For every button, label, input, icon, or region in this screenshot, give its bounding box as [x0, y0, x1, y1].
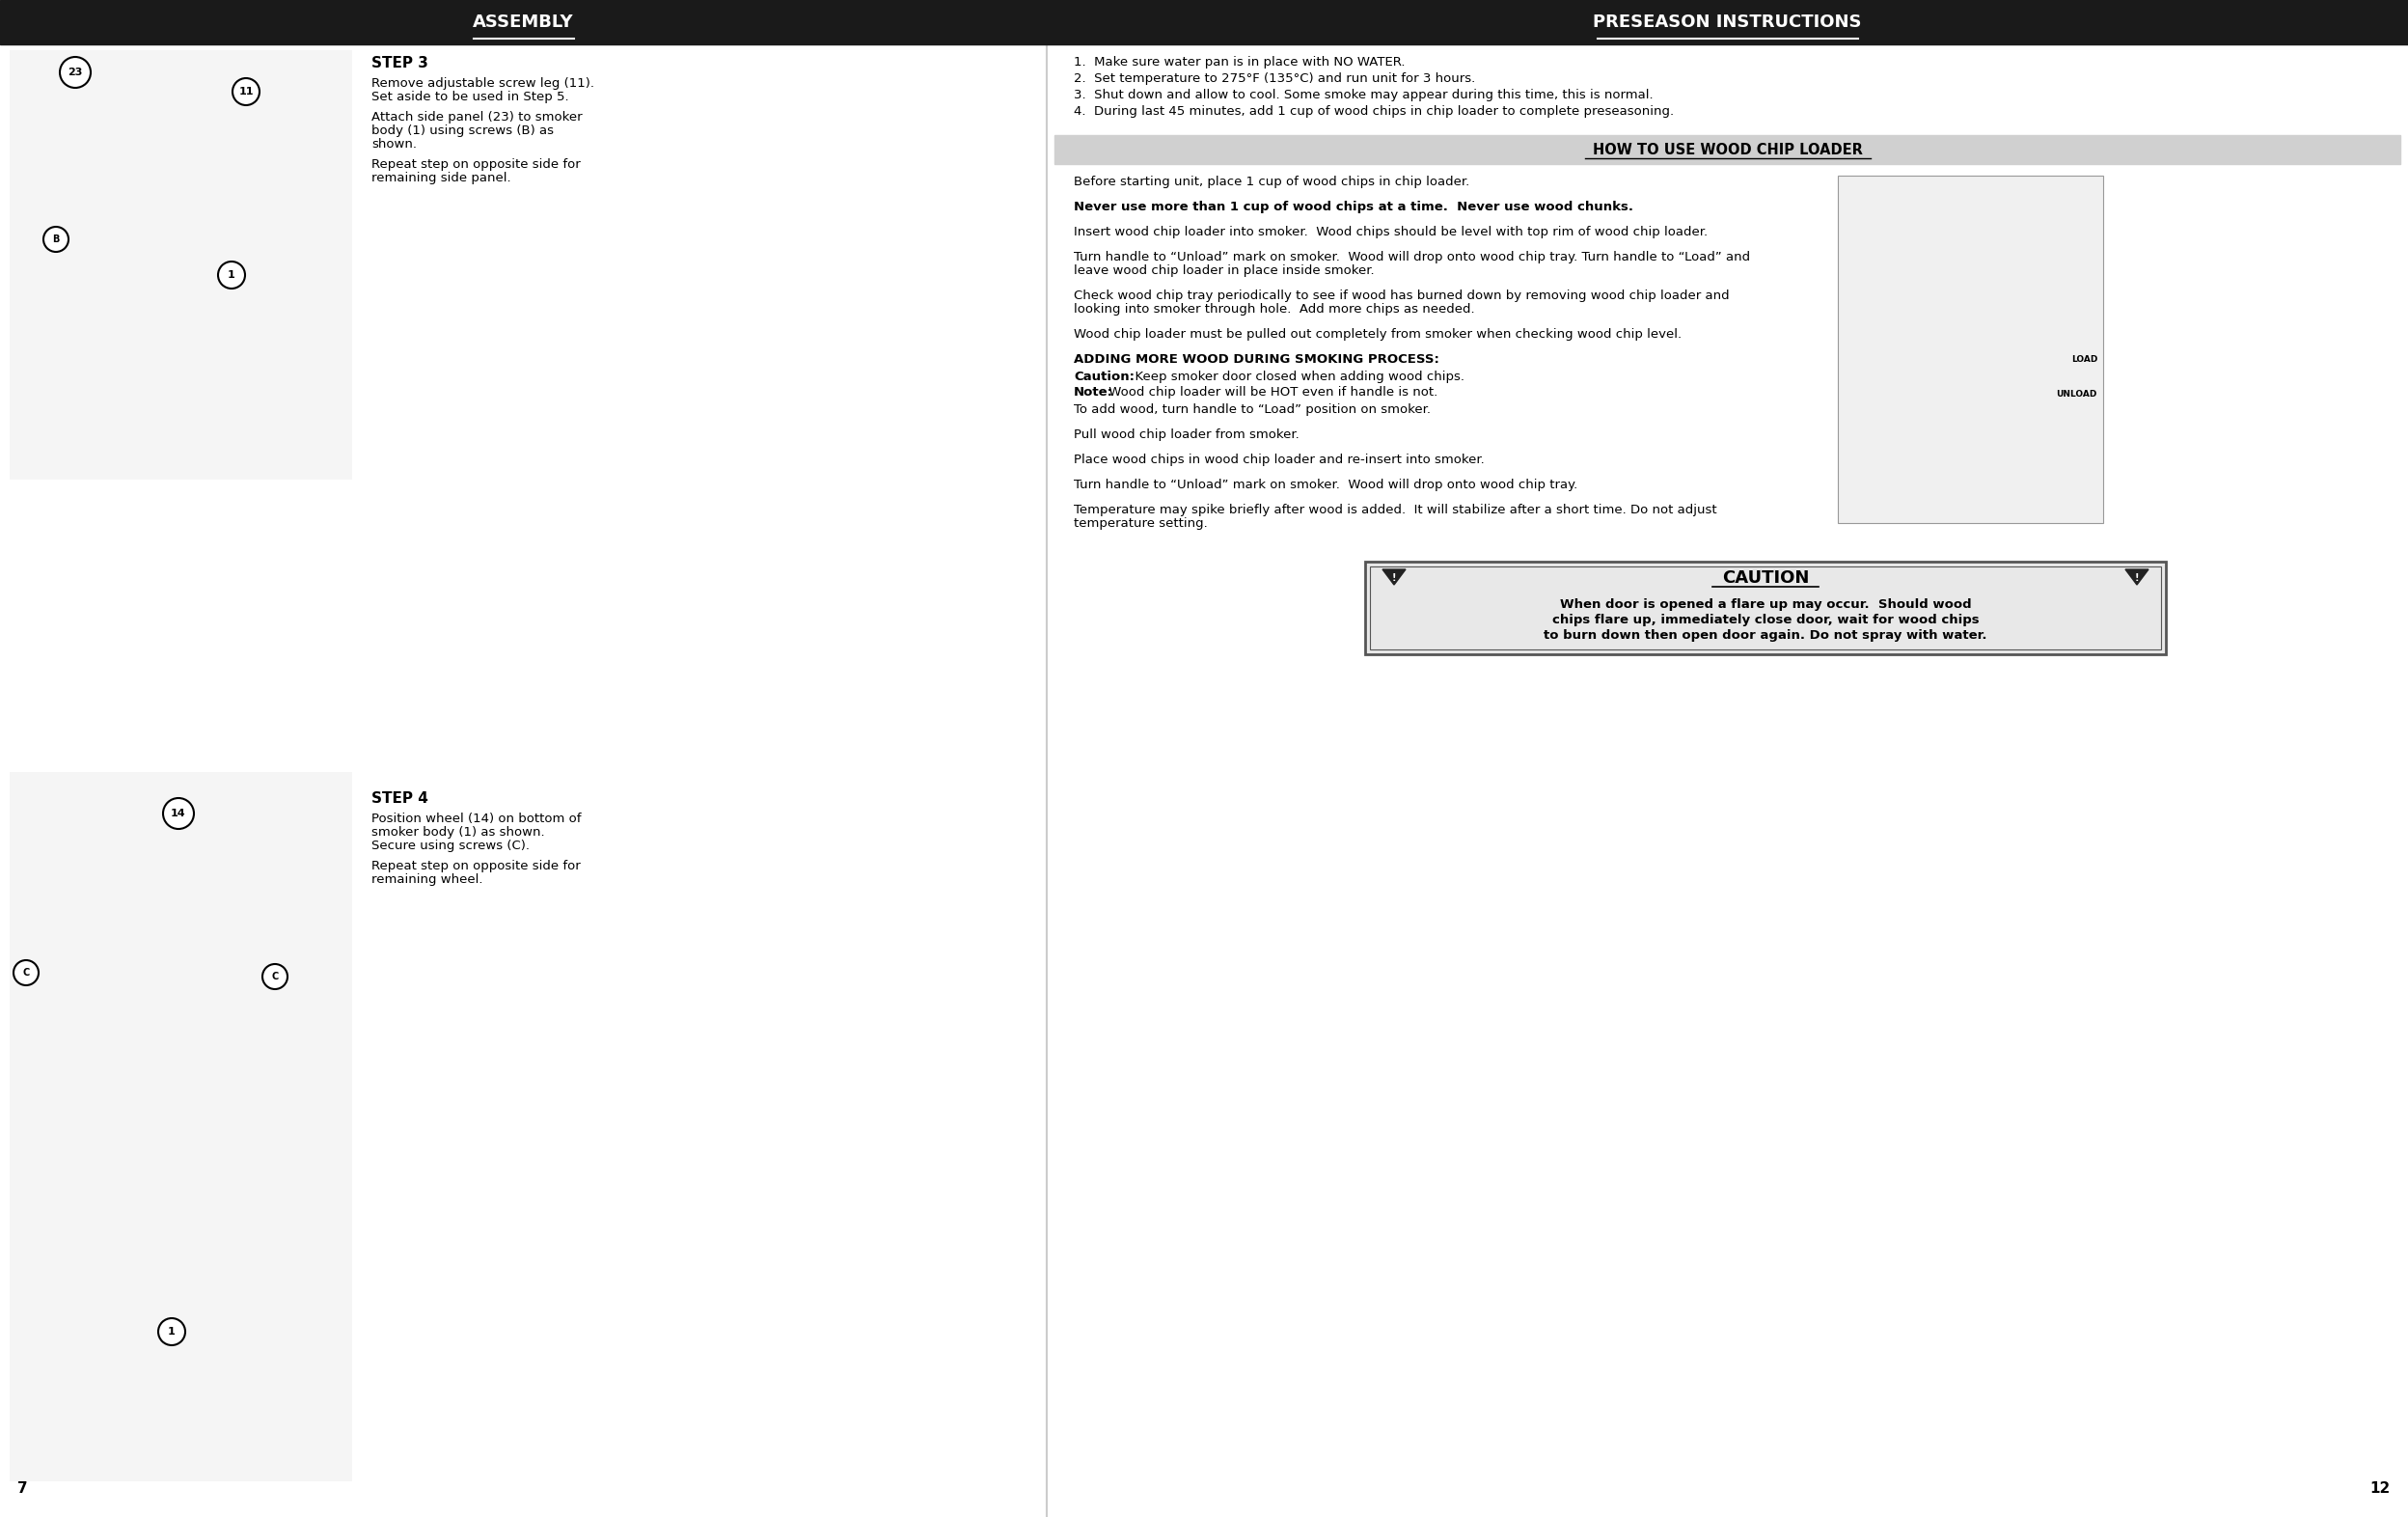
Text: Turn handle to “Unload” mark on smoker.  Wood will drop onto wood chip tray.: Turn handle to “Unload” mark on smoker. … — [1074, 479, 1577, 492]
Text: Wood chip loader will be HOT even if handle is not.: Wood chip loader will be HOT even if han… — [1105, 385, 1438, 399]
Circle shape — [234, 79, 260, 105]
Bar — [1837, 176, 2102, 523]
Text: ADDING MORE WOOD DURING SMOKING PROCESS:: ADDING MORE WOOD DURING SMOKING PROCESS: — [1074, 353, 1440, 366]
Text: Insert wood chip loader into smoker.  Wood chips should be level with top rim of: Insert wood chip loader into smoker. Woo… — [1074, 226, 1707, 238]
Text: Wood chip loader must be pulled out completely from smoker when checking wood ch: Wood chip loader must be pulled out comp… — [1074, 328, 1681, 341]
Circle shape — [60, 58, 92, 88]
Text: C: C — [272, 972, 279, 981]
Text: body (1) using screws (B) as: body (1) using screws (B) as — [371, 124, 554, 137]
Text: C: C — [22, 968, 29, 977]
Text: 14: 14 — [171, 809, 185, 818]
Text: 7: 7 — [17, 1481, 26, 1496]
Text: Keep smoker door closed when adding wood chips.: Keep smoker door closed when adding wood… — [1127, 370, 1464, 384]
Text: remaining wheel.: remaining wheel. — [371, 874, 484, 886]
Text: Before starting unit, place 1 cup of wood chips in chip loader.: Before starting unit, place 1 cup of woo… — [1074, 176, 1469, 188]
Text: remaining side panel.: remaining side panel. — [371, 171, 510, 185]
Text: Caution:: Caution: — [1074, 370, 1134, 384]
Text: UNLOAD: UNLOAD — [2056, 390, 2097, 399]
Text: ASSEMBLY: ASSEMBLY — [472, 14, 573, 30]
Text: Temperature may spike briefly after wood is added.  It will stabilize after a sh: Temperature may spike briefly after wood… — [1074, 504, 1717, 516]
Bar — [10, 50, 352, 479]
Text: !: ! — [1392, 573, 1397, 583]
Text: Never use more than 1 cup of wood chips at a time.  Never use wood chunks.: Never use more than 1 cup of wood chips … — [1074, 200, 1633, 214]
Text: CAUTION: CAUTION — [1722, 569, 1808, 587]
Text: HOW TO USE WOOD CHIP LOADER: HOW TO USE WOOD CHIP LOADER — [1592, 143, 1861, 156]
Text: When door is opened a flare up may occur.  Should wood: When door is opened a flare up may occur… — [1560, 598, 1972, 611]
Text: Turn handle to “Unload” mark on smoker.  Wood will drop onto wood chip tray. Tur: Turn handle to “Unload” mark on smoker. … — [1074, 250, 1751, 264]
Text: Place wood chips in wood chip loader and re-insert into smoker.: Place wood chips in wood chip loader and… — [1074, 454, 1483, 466]
Text: looking into smoker through hole.  Add more chips as needed.: looking into smoker through hole. Add mo… — [1074, 303, 1474, 316]
Text: Attach side panel (23) to smoker: Attach side panel (23) to smoker — [371, 111, 583, 123]
Text: Position wheel (14) on bottom of: Position wheel (14) on bottom of — [371, 813, 580, 825]
Bar — [0, 0, 2408, 44]
Bar — [1055, 135, 2401, 164]
Text: STEP 4: STEP 4 — [371, 792, 429, 806]
Bar — [10, 772, 352, 1481]
Text: shown.: shown. — [371, 138, 417, 150]
Text: Remove adjustable screw leg (11).: Remove adjustable screw leg (11). — [371, 77, 595, 90]
Text: Repeat step on opposite side for: Repeat step on opposite side for — [371, 860, 580, 872]
Text: 1: 1 — [169, 1327, 176, 1336]
Text: temperature setting.: temperature setting. — [1074, 517, 1209, 529]
Text: 12: 12 — [2369, 1481, 2391, 1496]
Text: 23: 23 — [67, 68, 82, 77]
Circle shape — [43, 226, 67, 252]
Text: 4.  During last 45 minutes, add 1 cup of wood chips in chip loader to complete p: 4. During last 45 minutes, add 1 cup of … — [1074, 105, 1674, 118]
Text: 1.  Make sure water pan is in place with NO WATER.: 1. Make sure water pan is in place with … — [1074, 56, 1406, 68]
Text: To add wood, turn handle to “Load” position on smoker.: To add wood, turn handle to “Load” posit… — [1074, 404, 1430, 416]
Text: chips flare up, immediately close door, wait for wood chips: chips flare up, immediately close door, … — [1553, 614, 1979, 627]
Circle shape — [219, 261, 246, 288]
Text: Check wood chip tray periodically to see if wood has burned down by removing woo: Check wood chip tray periodically to see… — [1074, 290, 1729, 302]
Text: STEP 3: STEP 3 — [371, 56, 429, 70]
Text: 1: 1 — [229, 270, 236, 279]
Text: 11: 11 — [238, 86, 253, 97]
Text: PRESEASON INSTRUCTIONS: PRESEASON INSTRUCTIONS — [1594, 14, 1861, 30]
Text: B: B — [53, 235, 60, 244]
Bar — [1370, 566, 2160, 649]
Text: Set aside to be used in Step 5.: Set aside to be used in Step 5. — [371, 91, 568, 103]
Circle shape — [164, 798, 195, 828]
Circle shape — [159, 1318, 185, 1346]
Text: Secure using screws (C).: Secure using screws (C). — [371, 839, 530, 853]
Text: leave wood chip loader in place inside smoker.: leave wood chip loader in place inside s… — [1074, 264, 1375, 278]
Text: 2.  Set temperature to 275°F (135°C) and run unit for 3 hours.: 2. Set temperature to 275°F (135°C) and … — [1074, 73, 1476, 85]
Text: Pull wood chip loader from smoker.: Pull wood chip loader from smoker. — [1074, 428, 1300, 441]
Circle shape — [262, 963, 287, 989]
Text: !: ! — [2136, 573, 2138, 583]
Bar — [1365, 561, 2165, 654]
Text: Note:: Note: — [1074, 385, 1112, 399]
Polygon shape — [2126, 569, 2148, 584]
Polygon shape — [1382, 569, 1406, 584]
Text: to burn down then open door again. Do not spray with water.: to burn down then open door again. Do no… — [1544, 630, 1987, 642]
Text: Repeat step on opposite side for: Repeat step on opposite side for — [371, 158, 580, 171]
Text: LOAD: LOAD — [2071, 355, 2097, 364]
Circle shape — [14, 960, 39, 985]
Text: smoker body (1) as shown.: smoker body (1) as shown. — [371, 827, 544, 839]
Text: 3.  Shut down and allow to cool. Some smoke may appear during this time, this is: 3. Shut down and allow to cool. Some smo… — [1074, 90, 1654, 102]
